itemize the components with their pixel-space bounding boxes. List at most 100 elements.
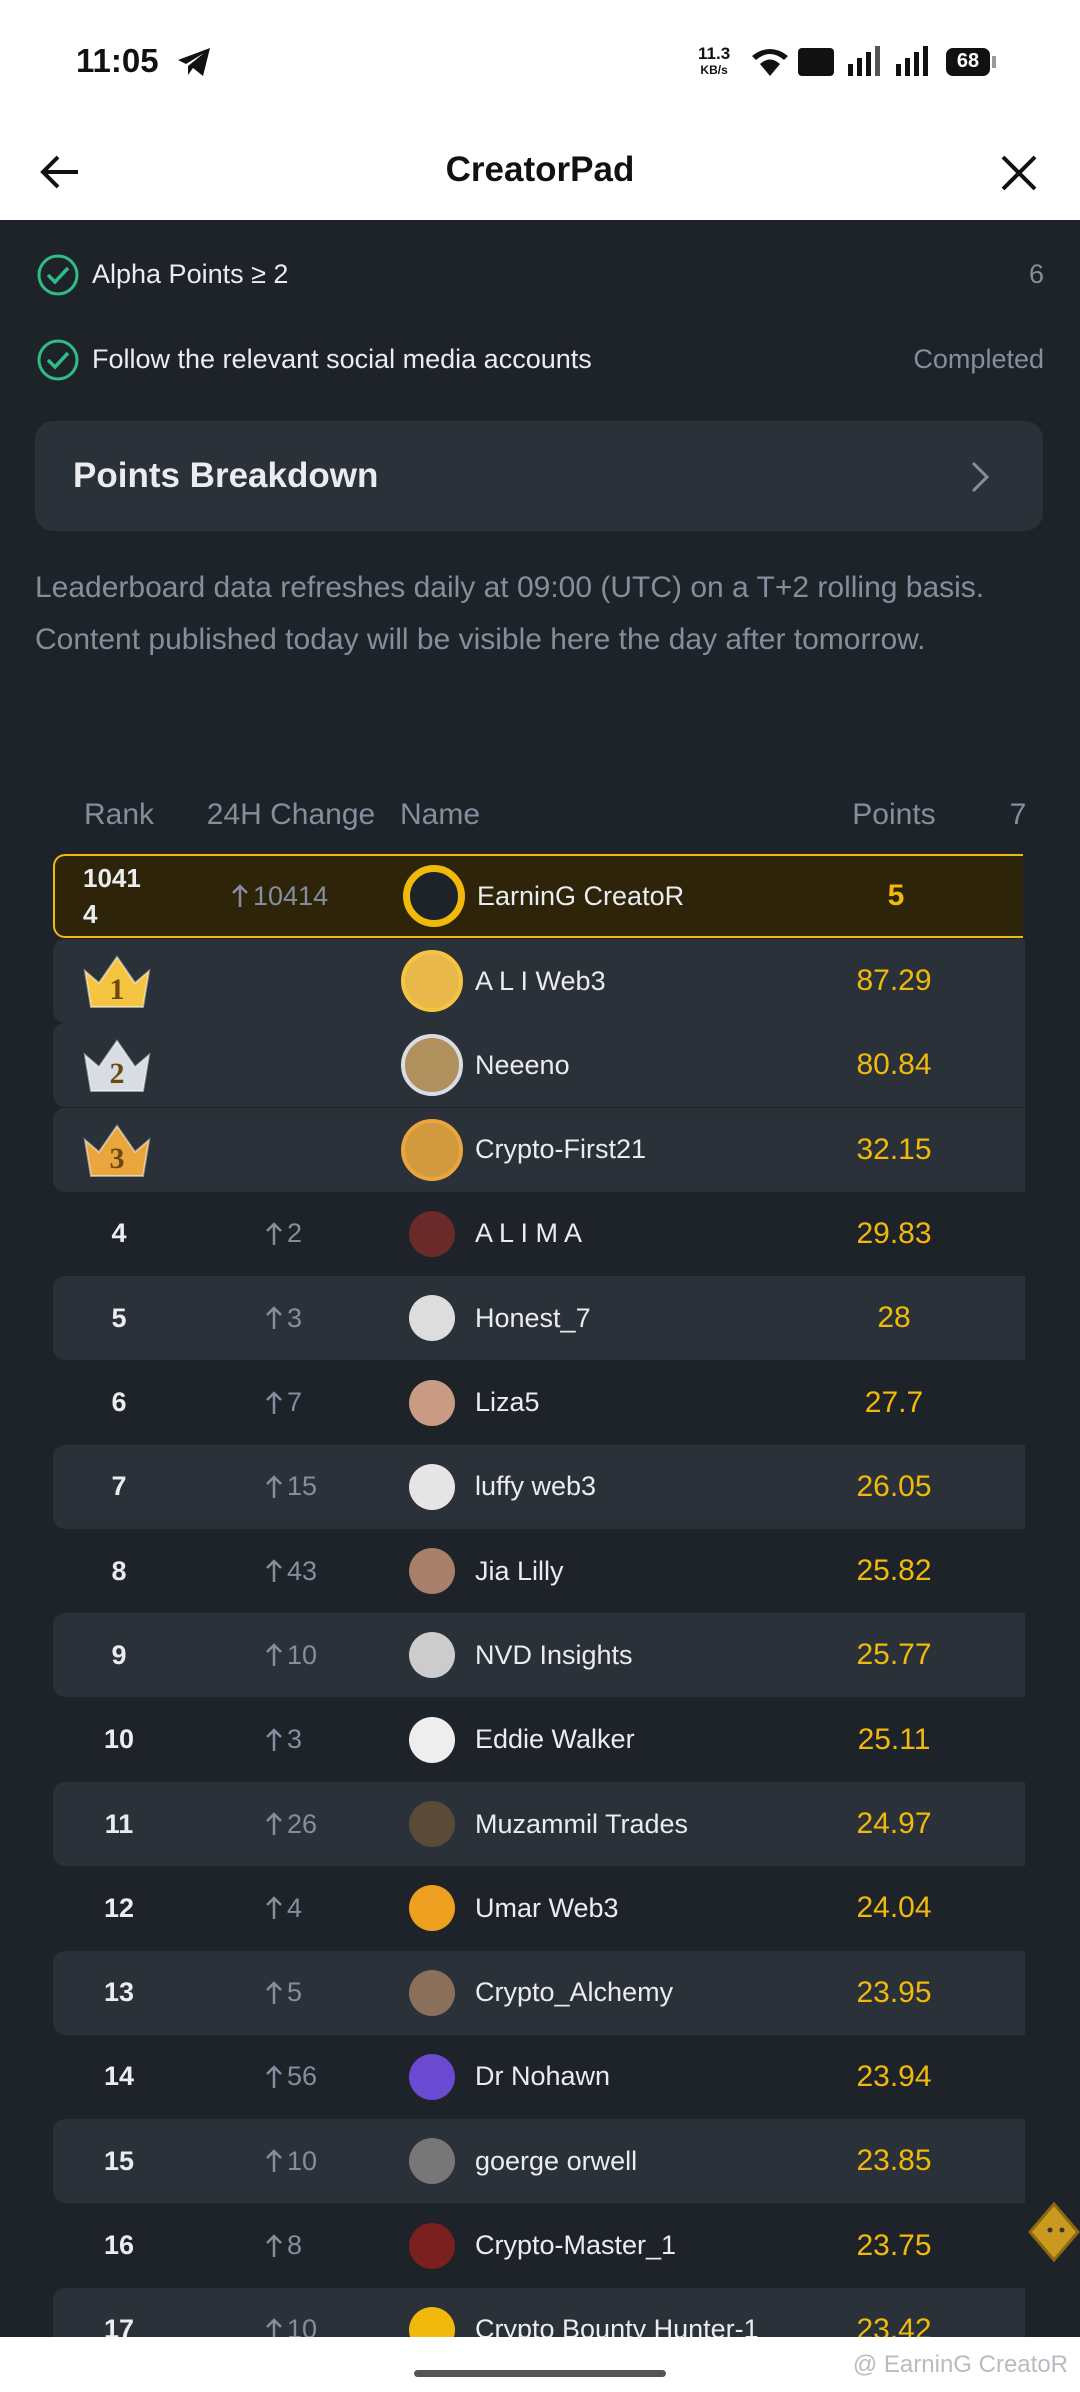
leaderboard-row[interactable]: 13 5 Crypto_Alchemy 23.95	[53, 1950, 1025, 2035]
change-value: 5	[287, 1977, 303, 2008]
avatar	[401, 950, 463, 1012]
up-arrow	[266, 1812, 282, 1835]
check-icon	[37, 254, 79, 296]
avatar	[409, 1210, 455, 1257]
leaderboard-row[interactable]: 4 2 A L I M A 29.83	[53, 1192, 1025, 1276]
requirement-status: Completed	[913, 344, 1044, 374]
rank: 14	[103, 2061, 135, 2092]
my-rank-row[interactable]: 10414 10414 EarninG CreatoR 5	[53, 854, 1023, 938]
change-value: 8	[287, 2230, 303, 2260]
leaderboard-row[interactable]: 10 3 Eddie Walker 25.11	[53, 1698, 1025, 1782]
change: 4	[265, 1866, 302, 1950]
change: 2	[265, 1192, 302, 1276]
leaderboard-row[interactable]: 6 7 Liza5 27.7	[53, 1361, 1025, 1445]
up-arrow	[266, 2318, 282, 2337]
change-value: 26	[287, 1808, 318, 1839]
clock: 11:05	[76, 42, 159, 79]
up-arrow	[266, 1390, 282, 1414]
name: Neeeno	[475, 1049, 570, 1080]
change-value: 56	[287, 2061, 318, 2092]
up-arrow	[266, 1727, 282, 1751]
name: Umar Web3	[475, 1892, 619, 1923]
name: Honest_7	[475, 1302, 591, 1333]
close-button[interactable]	[1000, 154, 1038, 192]
name: A L I Web3	[475, 965, 606, 996]
name: Crypto-Master_1	[475, 2230, 677, 2260]
change: 43	[265, 1529, 317, 1613]
leaderboard-row[interactable]: 15 10 goerge orwell 23.85	[53, 2119, 1025, 2204]
name: A L I M A	[475, 1218, 583, 1249]
leaderboard-row[interactable]: 5 3 Honest_7 28	[53, 1276, 1025, 1361]
name: Crypto Bounty Hunter-1	[475, 2314, 759, 2337]
leaderboard-row[interactable]: 2 Neeeno 80.84	[53, 1023, 1025, 1108]
rank: 3	[109, 1141, 125, 1175]
rank: 4	[111, 1218, 127, 1249]
avatar	[409, 1295, 455, 1342]
back-button[interactable]	[38, 152, 82, 192]
name: NVD Insights	[475, 1639, 633, 1670]
avatar	[401, 1034, 463, 1097]
points: 23.85	[856, 2144, 932, 2178]
change-value: 4	[287, 1892, 303, 1923]
avatar	[409, 1379, 455, 1426]
name: Crypto-First21	[475, 1134, 647, 1165]
change-value: 2	[287, 1218, 303, 1249]
rank: 16	[103, 2230, 135, 2260]
up-arrow	[266, 1222, 282, 1245]
up-arrow	[266, 1559, 282, 1583]
avatar	[409, 1632, 455, 1679]
name: goerge orwell	[475, 2145, 638, 2176]
rank: 7	[111, 1471, 127, 1502]
change: 5	[265, 1951, 302, 2035]
points: 27.7	[864, 1385, 924, 1419]
leaderboard-row[interactable]: 1 A L I Web3 87.29	[53, 939, 1025, 1023]
avatar	[409, 1548, 455, 1595]
leaderboard-row[interactable]: 12 4 Umar Web3 24.04	[53, 1866, 1025, 1950]
change: 56	[265, 2035, 317, 2119]
change-value: 3	[287, 1724, 303, 1755]
change: 10	[265, 2119, 317, 2203]
avatar	[409, 2138, 455, 2185]
points: 5	[887, 879, 905, 912]
up-arrow	[266, 1475, 282, 1498]
name: Eddie Walker	[475, 1724, 635, 1755]
floating-helper	[1028, 2201, 1080, 2263]
requirement-label: Alpha Points ≥ 2	[92, 259, 289, 289]
up-arrow	[266, 1896, 282, 1920]
up-arrow	[266, 1643, 282, 1667]
points: 29.83	[856, 1216, 932, 1250]
points: 24.97	[856, 1807, 932, 1840]
change: 15	[265, 1445, 317, 1529]
change: 10	[265, 1613, 317, 1697]
rank: 2	[109, 1057, 125, 1091]
points: 23.75	[856, 2228, 932, 2262]
points: 25.82	[856, 1554, 932, 1588]
points-breakdown-card[interactable]: Points Breakdown	[35, 421, 1043, 531]
rank: 5	[111, 1302, 127, 1333]
leaderboard-row[interactable]: 16 8 Crypto-Master_1 23.75	[53, 2204, 1025, 2288]
telegram-icon	[178, 48, 210, 76]
name: Jia Lilly	[475, 1555, 564, 1586]
leaderboard-row[interactable]: 8 43 Jia Lilly 25.82	[53, 1529, 1025, 1613]
points-breakdown-title: Points Breakdown	[73, 456, 379, 495]
chevron-icon	[971, 461, 990, 493]
avatar	[409, 1885, 455, 1932]
name: Crypto_Alchemy	[475, 1977, 674, 2008]
leaderboard-row[interactable]: 3 Crypto-First21 32.15	[53, 1107, 1025, 1192]
rank: 17	[103, 2314, 135, 2337]
leaderboard-row[interactable]: 14 56 Dr Nohawn 23.94	[53, 2035, 1025, 2119]
leaderboard-row[interactable]: 9 10 NVD Insights 25.77	[53, 1613, 1025, 1698]
points: 80.84	[856, 1048, 932, 1082]
column-header: 7	[1009, 798, 1027, 831]
name: Muzammil Trades	[475, 1808, 689, 1839]
avatar	[409, 1716, 455, 1763]
avatar	[409, 2053, 455, 2100]
change: 10	[265, 2288, 317, 2337]
column-header: Rank	[83, 798, 155, 831]
check-icon	[37, 339, 79, 381]
rank: 13	[103, 1977, 135, 2008]
name: Liza5	[475, 1387, 540, 1417]
leaderboard-row[interactable]: 11 26 Muzammil Trades 24.97	[53, 1782, 1025, 1866]
leaderboard-row[interactable]: 7 15 luffy web3 26.05	[53, 1444, 1025, 1529]
leaderboard-row[interactable]: 17 10 Crypto Bounty Hunter-1 23.42	[53, 2287, 1025, 2337]
